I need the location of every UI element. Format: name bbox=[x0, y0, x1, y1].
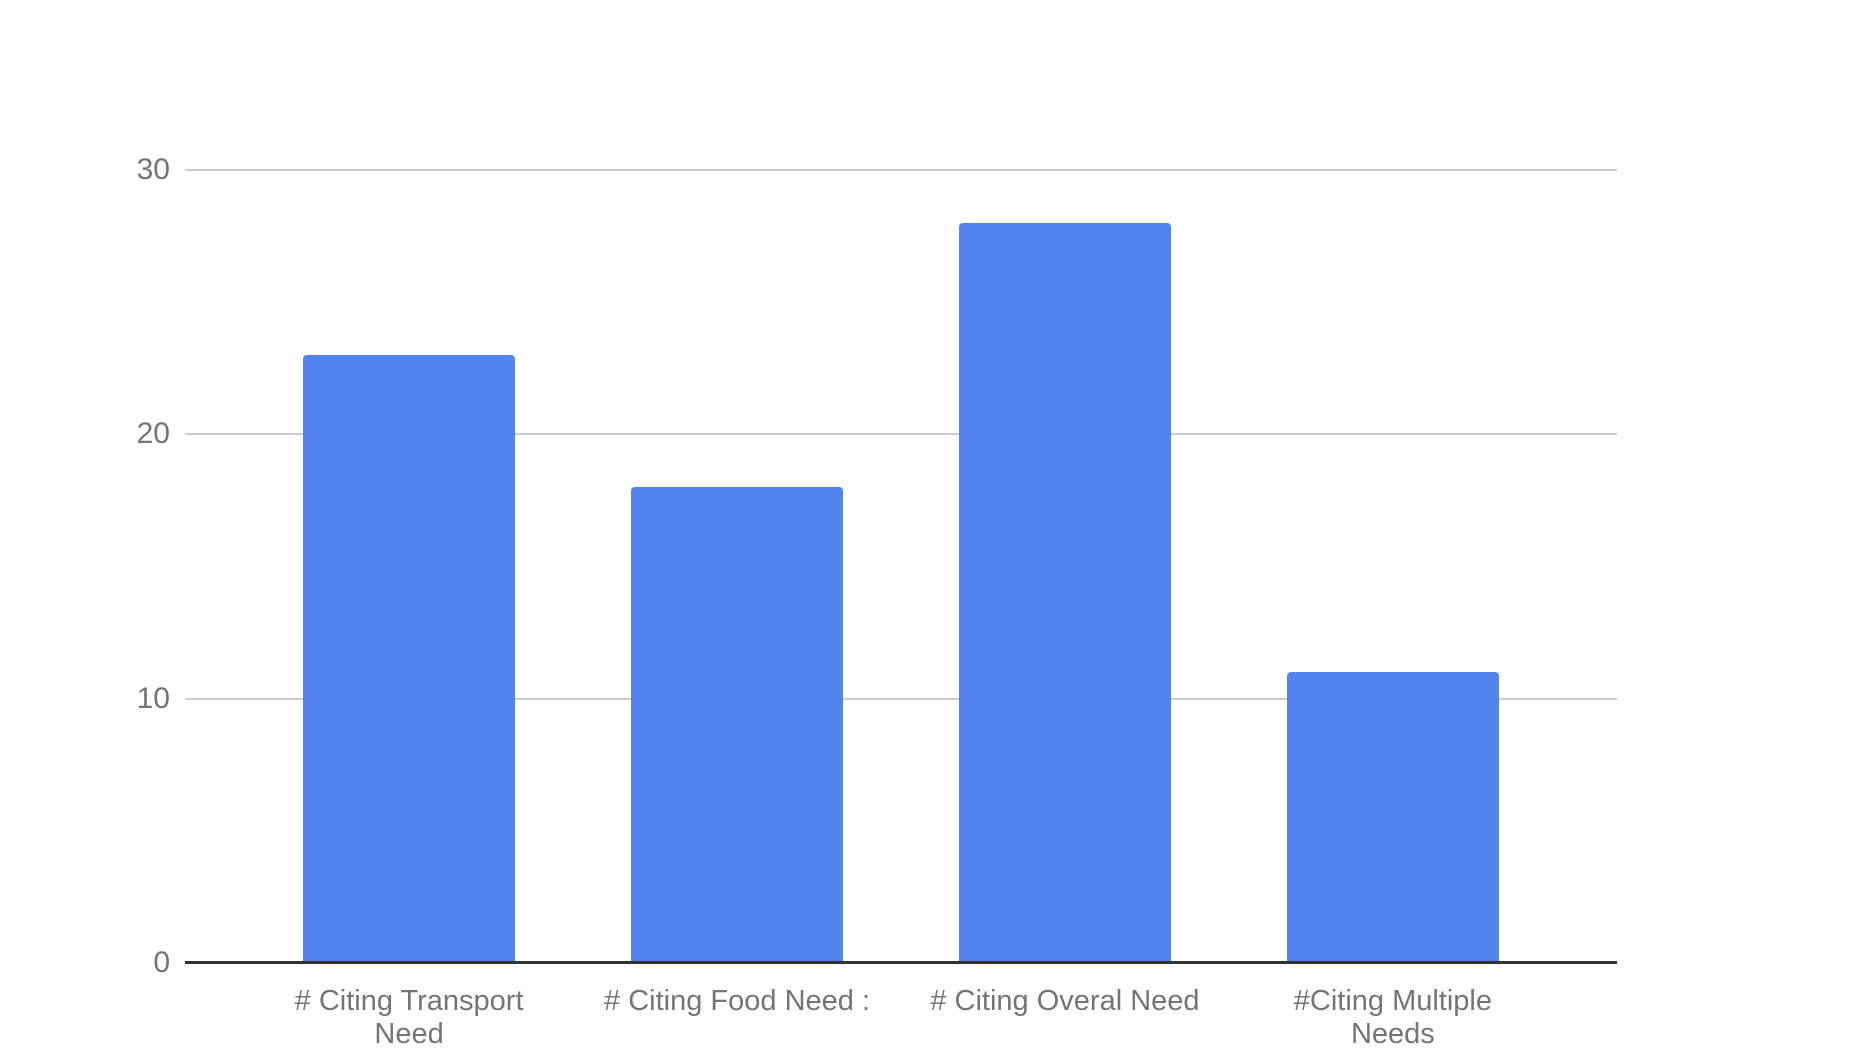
bar-3[interactable] bbox=[1286, 672, 1499, 963]
x-axis-category-label: # Citing Overal Need bbox=[930, 985, 1200, 1017]
bar-0[interactable] bbox=[303, 355, 516, 963]
bar-2[interactable] bbox=[958, 222, 1171, 963]
gridline bbox=[185, 697, 1617, 700]
y-axis-tick-label: 30 bbox=[136, 153, 170, 186]
x-axis-baseline bbox=[185, 961, 1617, 964]
y-axis-tick-label: 10 bbox=[136, 681, 170, 715]
gridline bbox=[185, 169, 1617, 171]
x-axis-category-label: # Citing Food Need : bbox=[604, 985, 871, 1017]
x-axis-category-label: # Citing Transport Need bbox=[294, 985, 524, 1050]
bar-1[interactable] bbox=[631, 487, 844, 963]
x-axis-category-label: #Citing Multiple Needs bbox=[1293, 985, 1493, 1050]
y-axis-tick-label: 20 bbox=[136, 417, 170, 451]
gridline bbox=[185, 433, 1617, 436]
y-axis-tick-label: 0 bbox=[153, 946, 170, 979]
